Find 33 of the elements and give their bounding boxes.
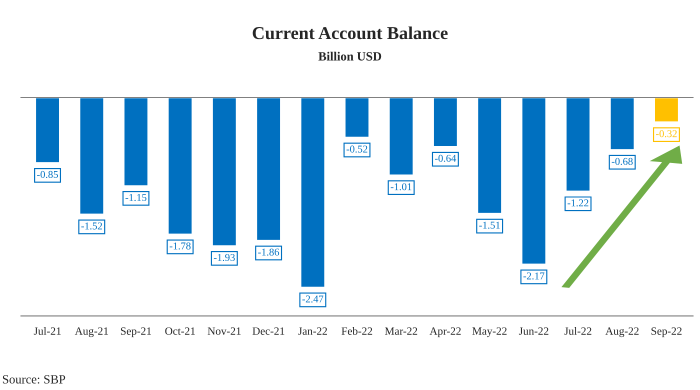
x-tick-label: Sep-22 [651, 327, 682, 338]
data-label: -0.64 [434, 154, 456, 162]
data-label: -1.15 [125, 194, 146, 202]
data-label: -1.01 [390, 183, 412, 190]
data-label: -0.68 [612, 158, 633, 165]
x-tick-label: Dec-21 [252, 327, 284, 335]
data-label: -1.86 [258, 248, 280, 256]
x-tick-label: Jun-22 [518, 327, 548, 335]
data-label: -1.78 [170, 242, 191, 250]
chart-title: Current Account Balance [252, 26, 448, 40]
data-label: -1.51 [479, 222, 500, 229]
x-tick-label: Aug-22 [605, 327, 639, 338]
data-label: -1.93 [214, 254, 235, 262]
x-tick-label: Sep-21 [120, 327, 152, 338]
x-tick-label: Jan-22 [298, 327, 327, 335]
data-label: -0.85 [37, 170, 58, 178]
x-tick-label: May-22 [472, 327, 507, 338]
data-label: -1.22 [568, 199, 588, 206]
x-tick-label: Apr-22 [430, 327, 461, 338]
source-note: Source: SBP [2, 375, 66, 384]
data-label: -0.52 [346, 146, 368, 153]
x-tick-label: Jul-22 [564, 327, 592, 335]
data-label: -2.47 [302, 296, 324, 303]
data-label: -2.17 [523, 272, 544, 280]
x-tick-label: Jul-21 [34, 327, 61, 335]
data-label: -0.32 [656, 130, 677, 138]
x-tick-label: Feb-22 [342, 327, 372, 335]
chart-subtitle: Billion USD [318, 52, 382, 61]
data-label: -1.52 [81, 222, 102, 230]
x-tick-label: Mar-22 [384, 327, 418, 335]
x-tick-label: Oct-21 [165, 327, 195, 335]
x-tick-label: Aug-21 [74, 327, 108, 338]
x-tick-label: Nov-21 [208, 327, 241, 335]
